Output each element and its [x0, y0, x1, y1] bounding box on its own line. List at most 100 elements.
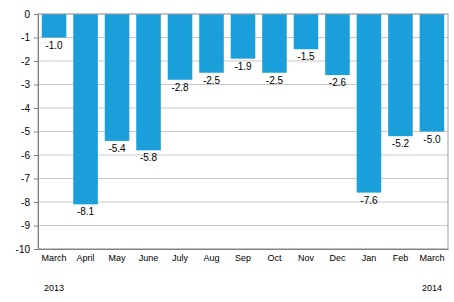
x-tick: March — [42, 249, 67, 263]
x-tick-label: July — [172, 253, 189, 263]
grid-line — [38, 225, 448, 226]
y-tick-label: -6 — [21, 150, 30, 161]
x-tick-label: Jan — [362, 253, 377, 263]
data-label: -1.5 — [297, 51, 315, 62]
grid — [38, 14, 448, 249]
x-tick: Oct — [267, 249, 282, 263]
x-tick-label: April — [77, 253, 95, 263]
grid-line — [38, 202, 448, 203]
bar — [294, 14, 319, 49]
y-tick-mark — [34, 38, 38, 39]
x-tick: April — [77, 249, 95, 263]
data-label: -1.0 — [45, 40, 63, 51]
data-label: -5.2 — [392, 138, 410, 149]
y-tick: -7 — [21, 173, 38, 184]
y-tick-label: -9 — [21, 220, 30, 231]
x-tick: Dec — [329, 249, 346, 263]
data-label: -7.6 — [360, 195, 378, 206]
bars — [42, 14, 444, 204]
x-tick: May — [109, 249, 127, 263]
y-tick-mark — [34, 226, 38, 227]
x-tick: March — [419, 249, 444, 263]
bar — [388, 14, 413, 136]
y-tick-mark — [34, 202, 38, 203]
y-tick-mark — [34, 14, 38, 15]
y-tick-mark — [34, 132, 38, 133]
y-axis-line — [34, 15, 39, 250]
grid-line — [38, 178, 448, 179]
data-label: -5.0 — [423, 134, 441, 145]
y-tick: -10 — [16, 244, 38, 255]
chart: 0 -1 -2 -3 -4 -5 -6 -7 -8 -9 -10 March April May June J… — [0, 0, 454, 302]
x-axis-line — [39, 249, 449, 250]
bar — [420, 14, 445, 132]
y-tick-label: -3 — [21, 79, 30, 90]
x-axis: March April May June July Aug Sep Oct Nov Dec Jan F… — [39, 249, 449, 263]
x-tick-label: March — [419, 253, 444, 263]
x-tick: Sep — [235, 249, 251, 263]
x-tick: Feb — [393, 249, 409, 263]
data-label: -5.4 — [108, 143, 126, 154]
x-tick-label: June — [139, 253, 159, 263]
x-tick: June — [139, 249, 159, 263]
y-tick-mark — [34, 249, 38, 250]
y-tick-label: -8 — [21, 197, 30, 208]
data-label: -1.9 — [234, 61, 252, 72]
bar — [231, 14, 256, 59]
bar — [168, 14, 193, 80]
x-tick: Jan — [362, 249, 377, 263]
grid-line — [38, 155, 448, 156]
bar — [325, 14, 350, 75]
y-tick: -5 — [21, 126, 38, 137]
grid-line — [38, 84, 448, 85]
x-tick: July — [172, 249, 189, 263]
data-label: -2.5 — [203, 75, 221, 86]
y-tick-mark — [34, 179, 38, 180]
x-tick-label: Sep — [235, 253, 251, 263]
y-tick-mark — [34, 155, 38, 156]
y-tick-label: -2 — [21, 56, 30, 67]
y-tick-label: -4 — [21, 103, 30, 114]
x-tick: Nov — [298, 249, 315, 263]
data-labels: -1.0 -8.1 -5.4 -5.8 -2.8 -2.5 -1.9 -2.5 -1.5 -2.6… — [45, 40, 441, 218]
x-tick-label: Aug — [204, 253, 220, 263]
data-label: -2.8 — [171, 82, 189, 93]
bar — [73, 14, 98, 204]
data-label: -8.1 — [77, 206, 95, 217]
y-tick-label: -10 — [16, 244, 31, 255]
y-axis: 0 -1 -2 -3 -4 -5 -6 -7 -8 -9 -10 — [16, 9, 39, 255]
y-tick: -1 — [21, 32, 38, 43]
bar — [357, 14, 382, 193]
y-tick: -2 — [21, 56, 38, 67]
y-tick-label: -1 — [21, 32, 30, 43]
year-label: 2014 — [422, 283, 442, 293]
bar — [199, 14, 224, 73]
y-tick: -3 — [21, 79, 38, 90]
grid-line — [38, 131, 448, 132]
y-tick-label: -5 — [21, 126, 30, 137]
data-label: -2.6 — [329, 77, 347, 88]
bar — [42, 14, 67, 38]
x-tick-label: May — [109, 253, 127, 263]
y-tick-mark — [34, 108, 38, 109]
y-tick: -4 — [21, 103, 38, 114]
data-label: -2.5 — [266, 75, 284, 86]
x-tick-label: Dec — [329, 253, 346, 263]
y-tick-label: -7 — [21, 173, 30, 184]
x-tick-label: March — [42, 253, 67, 263]
bar — [262, 14, 287, 73]
y-tick-mark — [34, 61, 38, 62]
data-label: -5.8 — [140, 152, 158, 163]
year-label: 2013 — [44, 283, 64, 293]
x-tick-label: Feb — [393, 253, 409, 263]
x-tick: Aug — [204, 249, 220, 263]
y-tick-label: 0 — [24, 9, 30, 20]
plot-frame — [38, 14, 448, 249]
y-tick-mark — [34, 85, 38, 86]
y-tick: -6 — [21, 150, 38, 161]
x-tick-label: Oct — [267, 253, 282, 263]
x-tick-label: Nov — [298, 253, 315, 263]
grid-line — [38, 108, 448, 109]
y-tick: 0 — [24, 9, 38, 20]
y-tick: -9 — [21, 220, 38, 231]
